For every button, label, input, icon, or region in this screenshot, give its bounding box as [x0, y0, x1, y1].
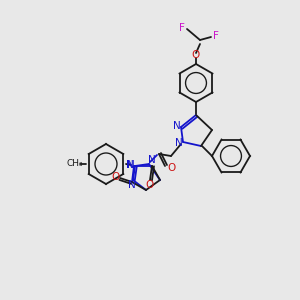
Text: O: O: [145, 180, 153, 190]
Text: O: O: [111, 172, 119, 182]
Text: F: F: [213, 31, 219, 41]
Text: N: N: [175, 138, 183, 148]
Text: N: N: [148, 155, 156, 165]
Text: CH₃: CH₃: [67, 160, 83, 169]
Text: N: N: [127, 160, 135, 170]
Text: O: O: [167, 163, 175, 173]
Text: N: N: [173, 121, 181, 131]
Text: N: N: [128, 180, 136, 190]
Text: F: F: [179, 23, 185, 33]
Text: N: N: [126, 160, 134, 170]
Text: O: O: [192, 50, 200, 60]
